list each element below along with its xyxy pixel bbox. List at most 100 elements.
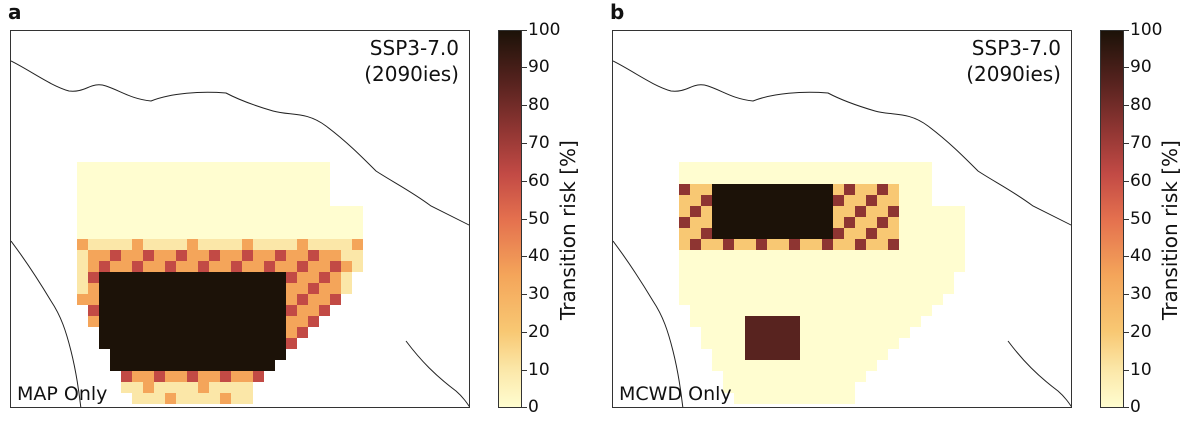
risk-cell — [844, 250, 855, 261]
risk-cell — [745, 272, 756, 283]
risk-cell — [110, 305, 121, 316]
risk-cell — [275, 327, 286, 338]
risk-cell — [143, 360, 154, 371]
risk-cell — [198, 316, 209, 327]
risk-cell — [855, 349, 866, 360]
risk-cell — [231, 360, 242, 371]
risk-cell — [778, 173, 789, 184]
risk-cell — [165, 294, 176, 305]
risk-cell — [154, 360, 165, 371]
risk-cell — [789, 250, 800, 261]
risk-cell — [275, 316, 286, 327]
risk-cell — [877, 305, 888, 316]
risk-cell — [209, 195, 220, 206]
risk-cell — [888, 283, 899, 294]
risk-cell — [88, 316, 99, 327]
risk-cell — [800, 261, 811, 272]
risk-cell — [690, 261, 701, 272]
risk-cell — [286, 338, 297, 349]
risk-cell — [789, 162, 800, 173]
risk-cell — [176, 360, 187, 371]
risk-cell — [330, 206, 341, 217]
risk-cell — [745, 184, 756, 195]
risk-cell — [921, 305, 932, 316]
risk-cell — [176, 349, 187, 360]
risk-cell — [954, 228, 965, 239]
risk-cell — [286, 250, 297, 261]
risk-cell — [187, 206, 198, 217]
risk-cell — [220, 382, 231, 393]
risk-cell — [789, 327, 800, 338]
risk-cell — [209, 250, 220, 261]
risk-cell — [143, 283, 154, 294]
risk-cell — [286, 294, 297, 305]
risk-cell — [88, 283, 99, 294]
risk-cell — [88, 239, 99, 250]
risk-cell — [723, 294, 734, 305]
risk-cell — [822, 228, 833, 239]
risk-cell — [110, 360, 121, 371]
risk-cell — [767, 360, 778, 371]
risk-cell — [176, 305, 187, 316]
risk-cell — [231, 283, 242, 294]
risk-cell — [932, 228, 943, 239]
risk-cell — [209, 382, 220, 393]
panel-a-map-graphic — [11, 60, 469, 407]
risk-cell — [855, 206, 866, 217]
risk-cell — [275, 250, 286, 261]
panel-a-scenario-line1: SSP3-7.0 — [369, 36, 459, 60]
risk-cell — [778, 283, 789, 294]
risk-cell — [745, 228, 756, 239]
risk-cell — [110, 250, 121, 261]
risk-cell — [910, 272, 921, 283]
risk-cell — [165, 338, 176, 349]
panel-b-letter: b — [610, 0, 625, 24]
risk-cell — [789, 173, 800, 184]
risk-cell — [209, 261, 220, 272]
risk-cell — [811, 305, 822, 316]
risk-cell — [176, 206, 187, 217]
risk-cell — [176, 283, 187, 294]
risk-cell — [220, 371, 231, 382]
risk-cell — [811, 382, 822, 393]
risk-cell — [253, 239, 264, 250]
risk-cell — [932, 272, 943, 283]
risk-cell — [954, 217, 965, 228]
risk-cell — [198, 239, 209, 250]
panel-b-map: SSP3-7.0 (2090ies) MCWD Only — [612, 30, 1072, 408]
risk-cell — [77, 195, 88, 206]
risk-cell — [943, 217, 954, 228]
risk-cell — [800, 327, 811, 338]
risk-cell — [143, 393, 154, 404]
risk-cell — [877, 217, 888, 228]
risk-cell — [154, 338, 165, 349]
risk-cell — [77, 217, 88, 228]
risk-cell — [943, 283, 954, 294]
risk-cell — [242, 338, 253, 349]
risk-cell — [176, 393, 187, 404]
risk-cell — [286, 228, 297, 239]
risk-cell — [352, 250, 363, 261]
panel-a-corner-label: MAP Only — [17, 383, 108, 405]
risk-cell — [253, 173, 264, 184]
risk-cell — [712, 283, 723, 294]
risk-cell — [844, 195, 855, 206]
risk-cell — [341, 283, 352, 294]
risk-cell — [198, 338, 209, 349]
risk-cell — [187, 272, 198, 283]
risk-cell — [154, 393, 165, 404]
risk-cell — [789, 349, 800, 360]
risk-cell — [888, 272, 899, 283]
risk-cell — [220, 239, 231, 250]
risk-cell — [264, 305, 275, 316]
risk-cell — [767, 261, 778, 272]
risk-cell — [800, 217, 811, 228]
cb-b-tick: 100 — [1123, 20, 1163, 40]
risk-cell — [121, 184, 132, 195]
risk-cell — [800, 382, 811, 393]
panel-b-map-graphic — [613, 60, 1071, 407]
risk-cell — [264, 360, 275, 371]
risk-cell — [822, 195, 833, 206]
risk-cell — [286, 195, 297, 206]
risk-cell — [701, 294, 712, 305]
